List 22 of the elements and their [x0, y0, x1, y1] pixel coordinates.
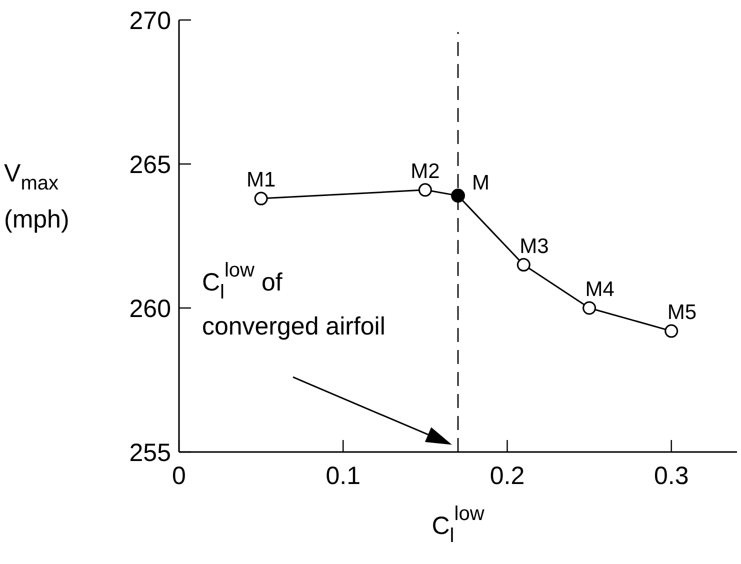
y-axis-title: V$_{max}$ (mph) — [4, 159, 70, 234]
annotation: M4 — [585, 278, 615, 301]
annotation: M1 — [246, 168, 276, 192]
y-tick-label: 255 — [129, 439, 171, 467]
point — [451, 188, 465, 203]
point — [516, 258, 530, 272]
annotation: C$_{l}$$^{low}$ of converged airfoil — [202, 260, 386, 341]
point — [582, 301, 596, 315]
annotation: M3 — [520, 234, 549, 258]
x-tick-label: 0 — [172, 462, 186, 490]
point — [418, 183, 432, 197]
x-tick-label: 0.3 — [654, 462, 689, 490]
point — [254, 192, 268, 206]
y-tick-label: 265 — [129, 151, 171, 179]
x-tick-label: 0.2 — [490, 462, 525, 490]
point — [664, 324, 678, 338]
y-tick-label: 260 — [129, 295, 171, 323]
x-tick-label: 0.1 — [326, 462, 360, 490]
annotation: M5 — [667, 301, 697, 324]
y-tick-label: 270 — [129, 7, 171, 35]
annotation: M2 — [410, 160, 440, 183]
annotation: M — [472, 172, 490, 195]
